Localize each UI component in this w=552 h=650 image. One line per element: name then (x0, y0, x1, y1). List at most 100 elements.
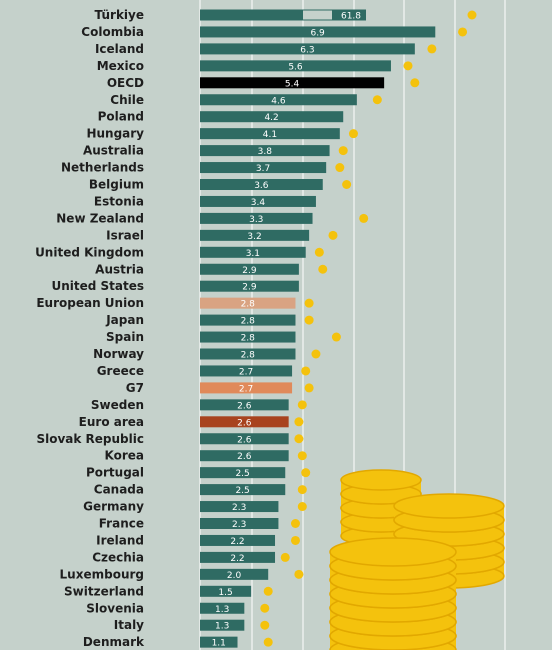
dot-marker (311, 349, 321, 359)
dot-marker (331, 332, 341, 342)
dot-marker (263, 586, 273, 596)
value-label: 2.6 (237, 452, 252, 462)
dot-marker (372, 95, 382, 105)
dot-marker (297, 400, 307, 410)
coin-face (329, 537, 457, 567)
dot-marker (260, 603, 270, 613)
coin-face (340, 469, 422, 491)
bar (200, 179, 323, 190)
value-label: 2.9 (242, 266, 257, 276)
coin-face (393, 493, 505, 519)
category-label: Luxembourg (60, 567, 144, 581)
value-label: 2.7 (239, 384, 253, 394)
category-label: Portugal (86, 466, 144, 480)
value-label: 6.9 (310, 28, 325, 38)
value-label: 2.0 (227, 571, 242, 581)
dot-marker (304, 315, 314, 325)
bar (200, 450, 289, 462)
bar-row: Israel 3.2 (106, 228, 338, 242)
bar-row: OECD 5.4 (107, 76, 420, 90)
bar (200, 619, 245, 631)
gridlines (199, 0, 506, 650)
bar (200, 246, 306, 258)
bar-row: Canada 2.5 (94, 483, 307, 497)
category-label: G7 (126, 381, 144, 395)
bar-row: Estonia 3.4 (94, 194, 316, 208)
bar-row: Australia 3.8 (83, 144, 348, 158)
bar-row: Slovak Republic 2.6 (36, 432, 304, 446)
bar (200, 382, 293, 394)
value-label: 2.3 (232, 520, 246, 530)
value-label: 2.8 (241, 334, 256, 344)
category-label: European Union (36, 296, 144, 310)
category-label: United States (51, 279, 144, 293)
bar-row: Poland 4.2 (98, 110, 344, 124)
dot-marker (280, 552, 290, 562)
dot-marker (304, 383, 314, 393)
value-label: 2.8 (241, 351, 256, 361)
value-label: 3.3 (249, 215, 263, 225)
bar-row: Sweden 2.6 (91, 398, 307, 412)
bar-row: Korea 2.6 (105, 449, 307, 463)
coin-stack-front (329, 537, 457, 650)
value-label: 2.9 (242, 283, 257, 293)
dot-marker (314, 247, 324, 257)
dot-marker (260, 620, 270, 630)
value-label: 1.3 (215, 622, 229, 632)
bar (200, 297, 296, 309)
value-label: 2.5 (235, 486, 249, 496)
bar (200, 348, 296, 360)
value-label: 61.8 (341, 12, 361, 22)
bar-row: Ireland 2.2 (96, 533, 300, 547)
bar-row: Japan 2.8 (105, 313, 314, 327)
category-label: Germany (83, 500, 144, 514)
bar (200, 518, 279, 529)
dot-marker (410, 78, 420, 88)
category-label: Mexico (97, 59, 144, 73)
value-label: 2.7 (239, 367, 253, 377)
bar-row: Hungary 4.1 (86, 127, 358, 141)
category-label: Switzerland (64, 584, 144, 598)
bar-row: Iceland 6.3 (95, 42, 437, 56)
value-label: 5.4 (285, 79, 300, 89)
value-label: 3.1 (246, 249, 260, 259)
dot-marker (359, 213, 369, 223)
dot-marker (304, 298, 314, 308)
bar (200, 60, 391, 72)
category-label: Australia (83, 144, 144, 158)
bar (200, 568, 269, 580)
category-label: Netherlands (61, 161, 144, 175)
category-label: Colombia (81, 25, 144, 39)
value-label: 2.8 (241, 300, 256, 310)
bar-row: New Zealand 3.3 (56, 211, 369, 225)
dot-marker (301, 468, 311, 478)
axis-break (303, 10, 332, 20)
category-label: Japan (105, 313, 144, 327)
bar (200, 212, 313, 224)
value-label: 4.2 (264, 113, 278, 123)
category-label: Spain (106, 330, 144, 344)
bar (200, 229, 310, 241)
category-label: OECD (107, 76, 144, 90)
dot-marker (290, 535, 300, 545)
bar (200, 399, 289, 411)
bar (200, 26, 436, 38)
value-label: 3.7 (256, 164, 270, 174)
bar-row: Netherlands 3.7 (61, 161, 345, 175)
bar (200, 585, 252, 597)
bar-row: Norway 2.8 (93, 347, 321, 361)
category-label: Slovak Republic (36, 432, 144, 446)
category-label: Greece (97, 364, 144, 378)
bar-row: Türkiye 61.8 (94, 8, 477, 22)
bar-row: United Kingdom 3.1 (35, 245, 324, 259)
bar (200, 9, 366, 21)
category-label: Euro area (79, 415, 144, 429)
category-label: France (99, 517, 144, 531)
bars: Türkiye 61.8 Colombia 6.9 Iceland 6.3 Mexico 5.… (35, 8, 477, 649)
bar (200, 433, 289, 445)
bar-row: France 2.3 (99, 517, 300, 531)
bar-row: United States 2.9 (51, 279, 299, 293)
bar-row: European Union 2.8 (36, 296, 314, 310)
bar (200, 551, 276, 563)
